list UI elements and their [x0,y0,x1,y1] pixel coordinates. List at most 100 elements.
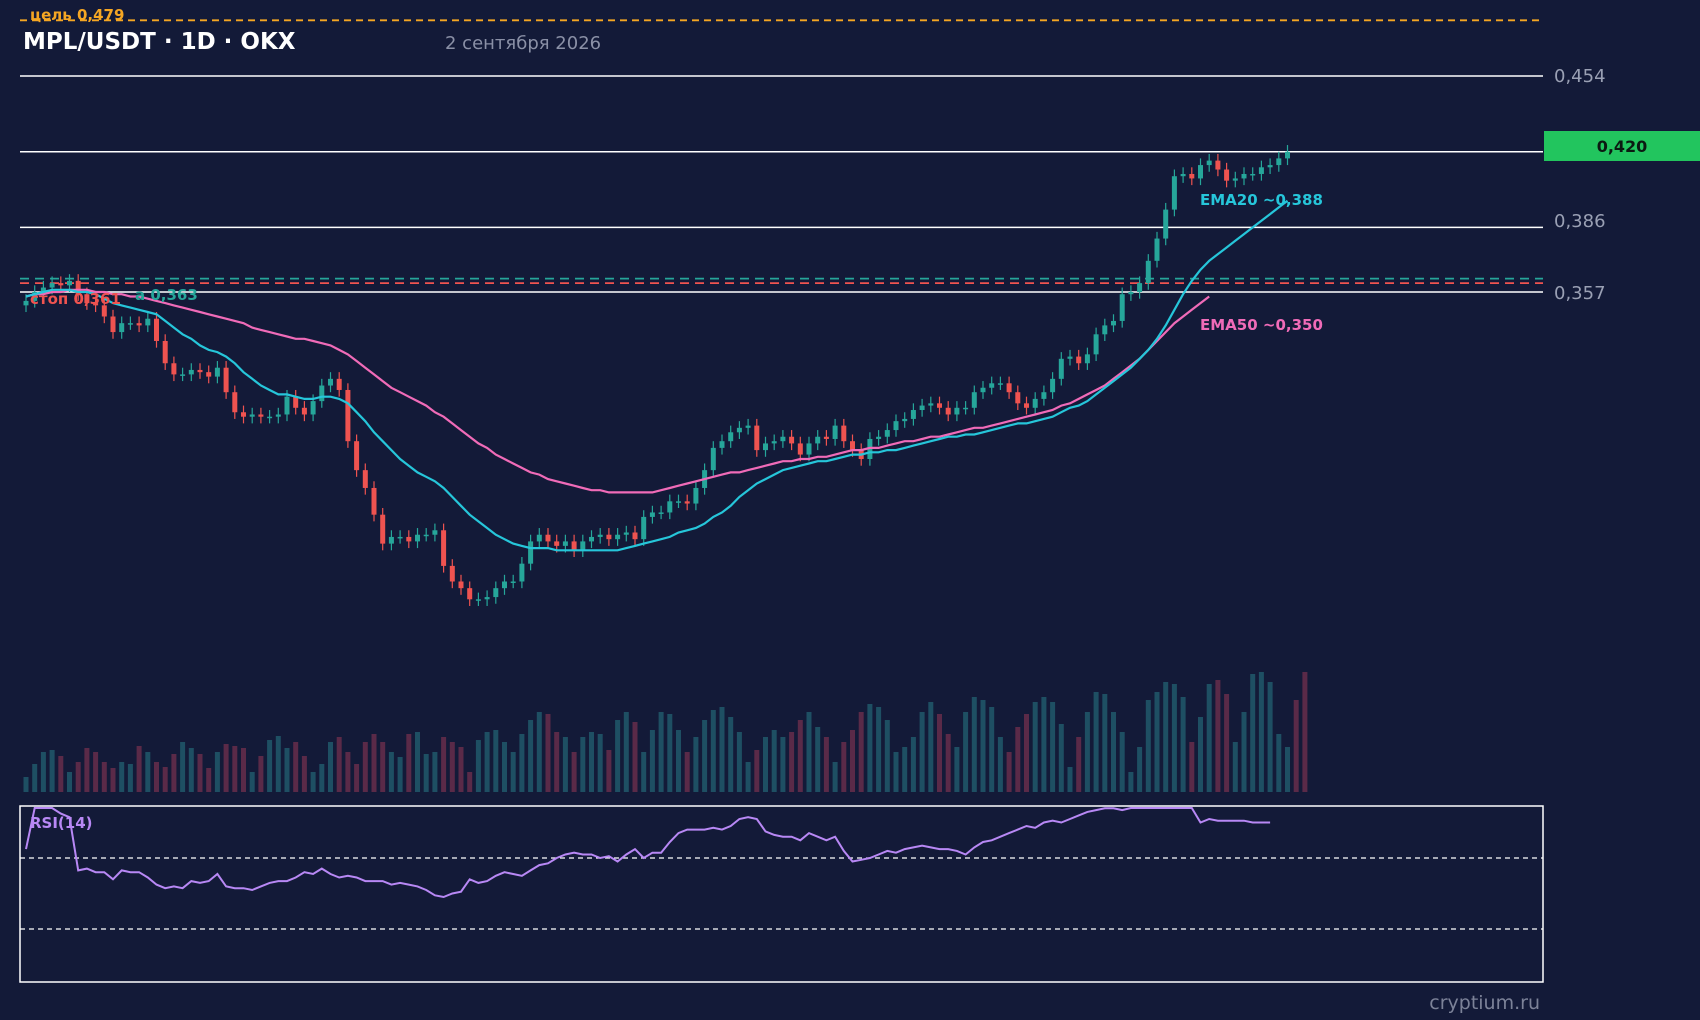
volume-bar [1224,694,1230,792]
volume-bar [180,742,186,792]
candle [258,407,264,424]
volume-bar [1015,727,1021,792]
volume-bar [1198,717,1203,792]
volume-bar [623,712,629,792]
volume-bar [162,767,168,792]
candle [1154,231,1160,268]
volume-bar [980,700,986,792]
volume-bar [249,772,255,792]
volume-bar [67,772,72,792]
volume-bar [1041,697,1047,792]
volume-bar [232,746,238,792]
candle [1076,349,1082,370]
candle [493,581,499,604]
candle [154,312,159,348]
volume-bar [580,737,586,792]
volume-bar [1102,694,1108,792]
candle [963,401,969,415]
volume-bar [693,737,699,792]
volume-bar [823,737,829,792]
rsi-line [25,807,1271,899]
volume-bar [188,748,194,792]
volume-bar [789,732,795,792]
volume-bar [702,720,708,792]
volume-bar [676,730,681,792]
candle [1250,167,1256,181]
volume-bar [832,762,838,792]
candle [1006,376,1012,399]
volume-bar [1232,742,1238,792]
volume-bar [667,714,673,792]
candle [1050,372,1056,399]
volume-bar [937,714,942,792]
volume-bar [58,756,64,792]
candle [319,378,325,408]
candle [841,418,847,448]
volume-bar [780,737,786,792]
target-label: цель 0,479 [30,6,124,24]
ema20-line [25,199,1289,552]
volume-bar [23,777,29,792]
candle [232,385,238,419]
volume-bar [771,730,777,792]
candle [771,434,777,451]
volume-bar [1180,697,1186,792]
volume-bar [388,752,394,792]
candle [615,528,621,546]
volume-bar [467,772,473,792]
candle [832,418,838,446]
candle [823,430,829,446]
candle [1067,349,1073,366]
candle [380,508,386,551]
volume-bar [710,710,716,792]
candle [1137,276,1143,299]
volume-bar [1189,742,1195,792]
candle [754,418,760,457]
candle [275,407,281,424]
volume-bar [345,752,351,792]
volume-bar [571,752,577,792]
candle [93,296,99,313]
volume-bar [484,732,490,792]
volume-bar [206,768,212,792]
volume-bar [1093,692,1099,792]
candle [1015,385,1021,411]
candle [362,463,368,495]
volume-bar [284,748,290,792]
candle [214,361,220,384]
chart-date: 2 сентября 2026 [445,33,601,54]
volume-bar [615,720,621,792]
candle [249,407,255,424]
candle [1276,151,1282,172]
candle [40,280,46,299]
volume-bar [75,762,81,792]
volume-bar [101,762,107,792]
ema50-label: EMA50 ~0,350 [1200,316,1323,334]
candle [484,590,490,606]
candle [528,534,534,571]
candle [1267,158,1273,174]
candle [110,309,116,339]
volume-bar [1241,712,1247,792]
candle [345,383,351,448]
candle [415,528,420,549]
candle [406,530,412,549]
volume-bar [1128,772,1134,792]
candle [1258,160,1264,181]
candle [945,401,951,422]
volume-bar [850,730,855,792]
candle [136,316,142,333]
candle [902,412,908,428]
volume-bar [1171,684,1177,792]
volume-bar [1154,692,1160,792]
candle [780,430,786,448]
candle [101,298,107,324]
candle [223,361,229,399]
volume-bar [1285,747,1290,792]
volume-bar [275,736,281,792]
current-price-badge [1544,131,1700,161]
candle [206,365,212,384]
stop-label: стоп 0,361 [30,290,121,308]
candle [536,528,542,549]
